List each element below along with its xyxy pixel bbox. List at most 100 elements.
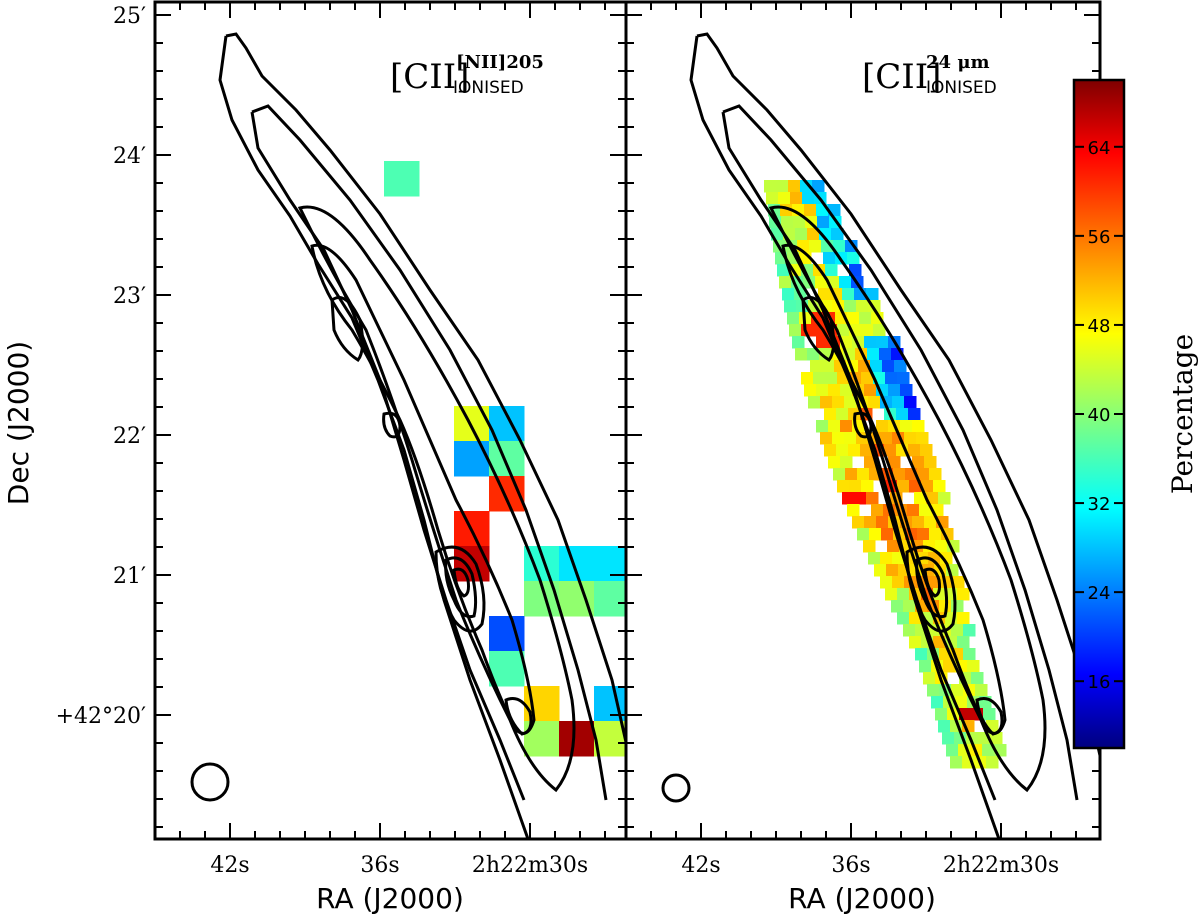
heatmap-cell-right-199 xyxy=(938,492,951,505)
heatmap-cell-right-305 xyxy=(935,708,948,721)
heatmap-cell-right-178 xyxy=(857,468,870,481)
heatmap-cell-right-103 xyxy=(822,360,835,373)
heatmap-cell-right-90 xyxy=(864,336,877,349)
heatmap-cell-right-258 xyxy=(891,600,904,613)
heatmap-cell-right-112 xyxy=(825,372,838,385)
contour-7-right xyxy=(905,545,957,633)
contour-9-left xyxy=(452,567,470,598)
colorbar: 16 24 32 40 48 56 64 Percentage xyxy=(1072,78,1199,750)
heatmap-cell-right-129 xyxy=(820,396,833,409)
heatmap-cell-right-24 xyxy=(795,228,808,241)
heatmap-cell-right-153 xyxy=(832,432,845,445)
heatmap-cell-right-269 xyxy=(957,612,970,625)
x-axis-title-left: RA (J2000) xyxy=(316,882,464,915)
heatmap-cell-right-128 xyxy=(808,396,821,409)
heatmap-cell-right-95 xyxy=(819,348,832,361)
heatmap-cell-right-264 xyxy=(897,612,910,625)
heatmap-cell-right-257 xyxy=(957,588,970,601)
heatmap-cell-right-183 xyxy=(917,468,930,481)
heatmap-cell-right-138 xyxy=(836,408,849,421)
heatmap-cell-right-161 xyxy=(824,444,837,457)
heatmap-cell-right-102 xyxy=(810,360,823,373)
heatmap-cell-right-310 xyxy=(938,720,951,733)
contour-10-left xyxy=(504,697,533,736)
heatmap-cell-right-154 xyxy=(844,432,857,445)
colorbar-tick-label-5: 56 xyxy=(1088,227,1111,248)
heatmap-cell-right-91 xyxy=(876,336,889,349)
heatmap-cell-right-186 xyxy=(849,480,862,493)
heatmap-cell-right-201 xyxy=(871,504,884,517)
heatmap-cell-right-194 xyxy=(854,492,867,505)
heatmap-cell-right-245 xyxy=(892,576,905,589)
heatmap-cell-left-2 xyxy=(454,441,490,477)
heatmap-cell-right-223 xyxy=(863,540,876,553)
heatmap-cell-right-66 xyxy=(844,300,857,313)
heatmap-cell-right-50 xyxy=(815,276,828,289)
heatmap-cell-right-181 xyxy=(893,468,906,481)
heatmap-cell-right-187 xyxy=(861,480,874,493)
heatmap-cell-right-263 xyxy=(951,600,964,613)
heatmap-cell-right-4 xyxy=(812,180,825,193)
heatmap-cell-right-204 xyxy=(907,504,920,517)
heatmap-cell-right-324 xyxy=(950,756,963,769)
heatmap-cell-right-302 xyxy=(955,696,968,709)
heatmap-cell-right-137 xyxy=(824,408,837,421)
heatmap-cell-right-31 xyxy=(809,240,822,253)
colorbar-tick-label-3: 40 xyxy=(1088,405,1111,426)
heatmap-cell-right-47 xyxy=(779,276,792,289)
heatmap-cell-right-52 xyxy=(839,276,852,289)
heatmap-cell-right-115 xyxy=(861,372,874,385)
heatmap-cell-right-108 xyxy=(882,360,895,373)
heatmap-cell-right-173 xyxy=(888,456,901,469)
heatmap-cell-left-20 xyxy=(559,721,595,757)
heatmap-cell-right-252 xyxy=(897,588,910,601)
contour-9-right xyxy=(923,567,941,598)
x-axis-title-right: RA (J2000) xyxy=(788,882,936,915)
heatmap-cell-right-20 xyxy=(817,216,830,229)
heatmap-cell-right-130 xyxy=(832,396,845,409)
heatmap-cell-right-231 xyxy=(880,552,893,565)
heatmap-cell-right-56 xyxy=(818,288,831,301)
heatmap-cell-right-2 xyxy=(788,180,801,193)
heatmap-cell-right-148 xyxy=(876,420,889,433)
y-tick-label-1: 24′ xyxy=(113,144,146,169)
heatmap-cell-right-160 xyxy=(916,432,929,445)
heatmap-cell-right-221 xyxy=(929,528,942,541)
heatmap-cell-right-33 xyxy=(833,240,846,253)
heatmap-cell-right-294 xyxy=(971,672,984,685)
heatmap-cell-right-168 xyxy=(908,444,921,457)
contours-left xyxy=(218,32,626,839)
x-tick-label-left-2: 2h22m30s xyxy=(472,853,588,878)
y-tick-label-3: 22′ xyxy=(113,424,146,449)
heatmap-cell-right-276 xyxy=(909,636,922,649)
heatmap-cell-right-228 xyxy=(935,540,948,553)
heatmap-cell-right-152 xyxy=(820,432,833,445)
heatmap-cell-right-3 xyxy=(800,180,813,193)
heatmap-cell-right-145 xyxy=(828,420,841,433)
heatmap-cell-right-319 xyxy=(946,744,959,757)
heatmap-cell-right-41 xyxy=(777,264,790,277)
contour-2-left xyxy=(250,104,608,801)
heatmap-cell-right-244 xyxy=(880,576,893,589)
heatmap-cell-right-217 xyxy=(881,528,894,541)
x-tick-label-right-0: 42s xyxy=(681,853,720,878)
heatmap-cell-right-0 xyxy=(764,180,777,193)
heatmap-cell-right-8 xyxy=(802,192,815,205)
heatmap-cell-right-205 xyxy=(919,504,932,517)
heatmap-cell-right-17 xyxy=(781,216,794,229)
heatmap-cell-right-26 xyxy=(819,228,832,241)
beam-circle-right xyxy=(661,773,691,803)
heatmap-cell-right-142 xyxy=(896,408,909,421)
heatmap-cell-right-67 xyxy=(856,300,869,313)
heatmap-cell-right-209 xyxy=(876,516,889,529)
heatmap-cell-right-151 xyxy=(912,420,925,433)
heatmap-cell-right-166 xyxy=(884,444,897,457)
heatmap-cell-right-58 xyxy=(842,288,855,301)
panel-ionised-24um: [CII] 24 μm IONISED xyxy=(661,32,1100,839)
heatmap-cell-right-270 xyxy=(903,624,916,637)
heatmap-cell-right-192 xyxy=(933,480,946,493)
title-superscript-left: [NII]205 xyxy=(456,52,544,73)
heatmap-cell-right-81 xyxy=(837,324,850,337)
heatmap-cell-right-7 xyxy=(790,192,803,205)
